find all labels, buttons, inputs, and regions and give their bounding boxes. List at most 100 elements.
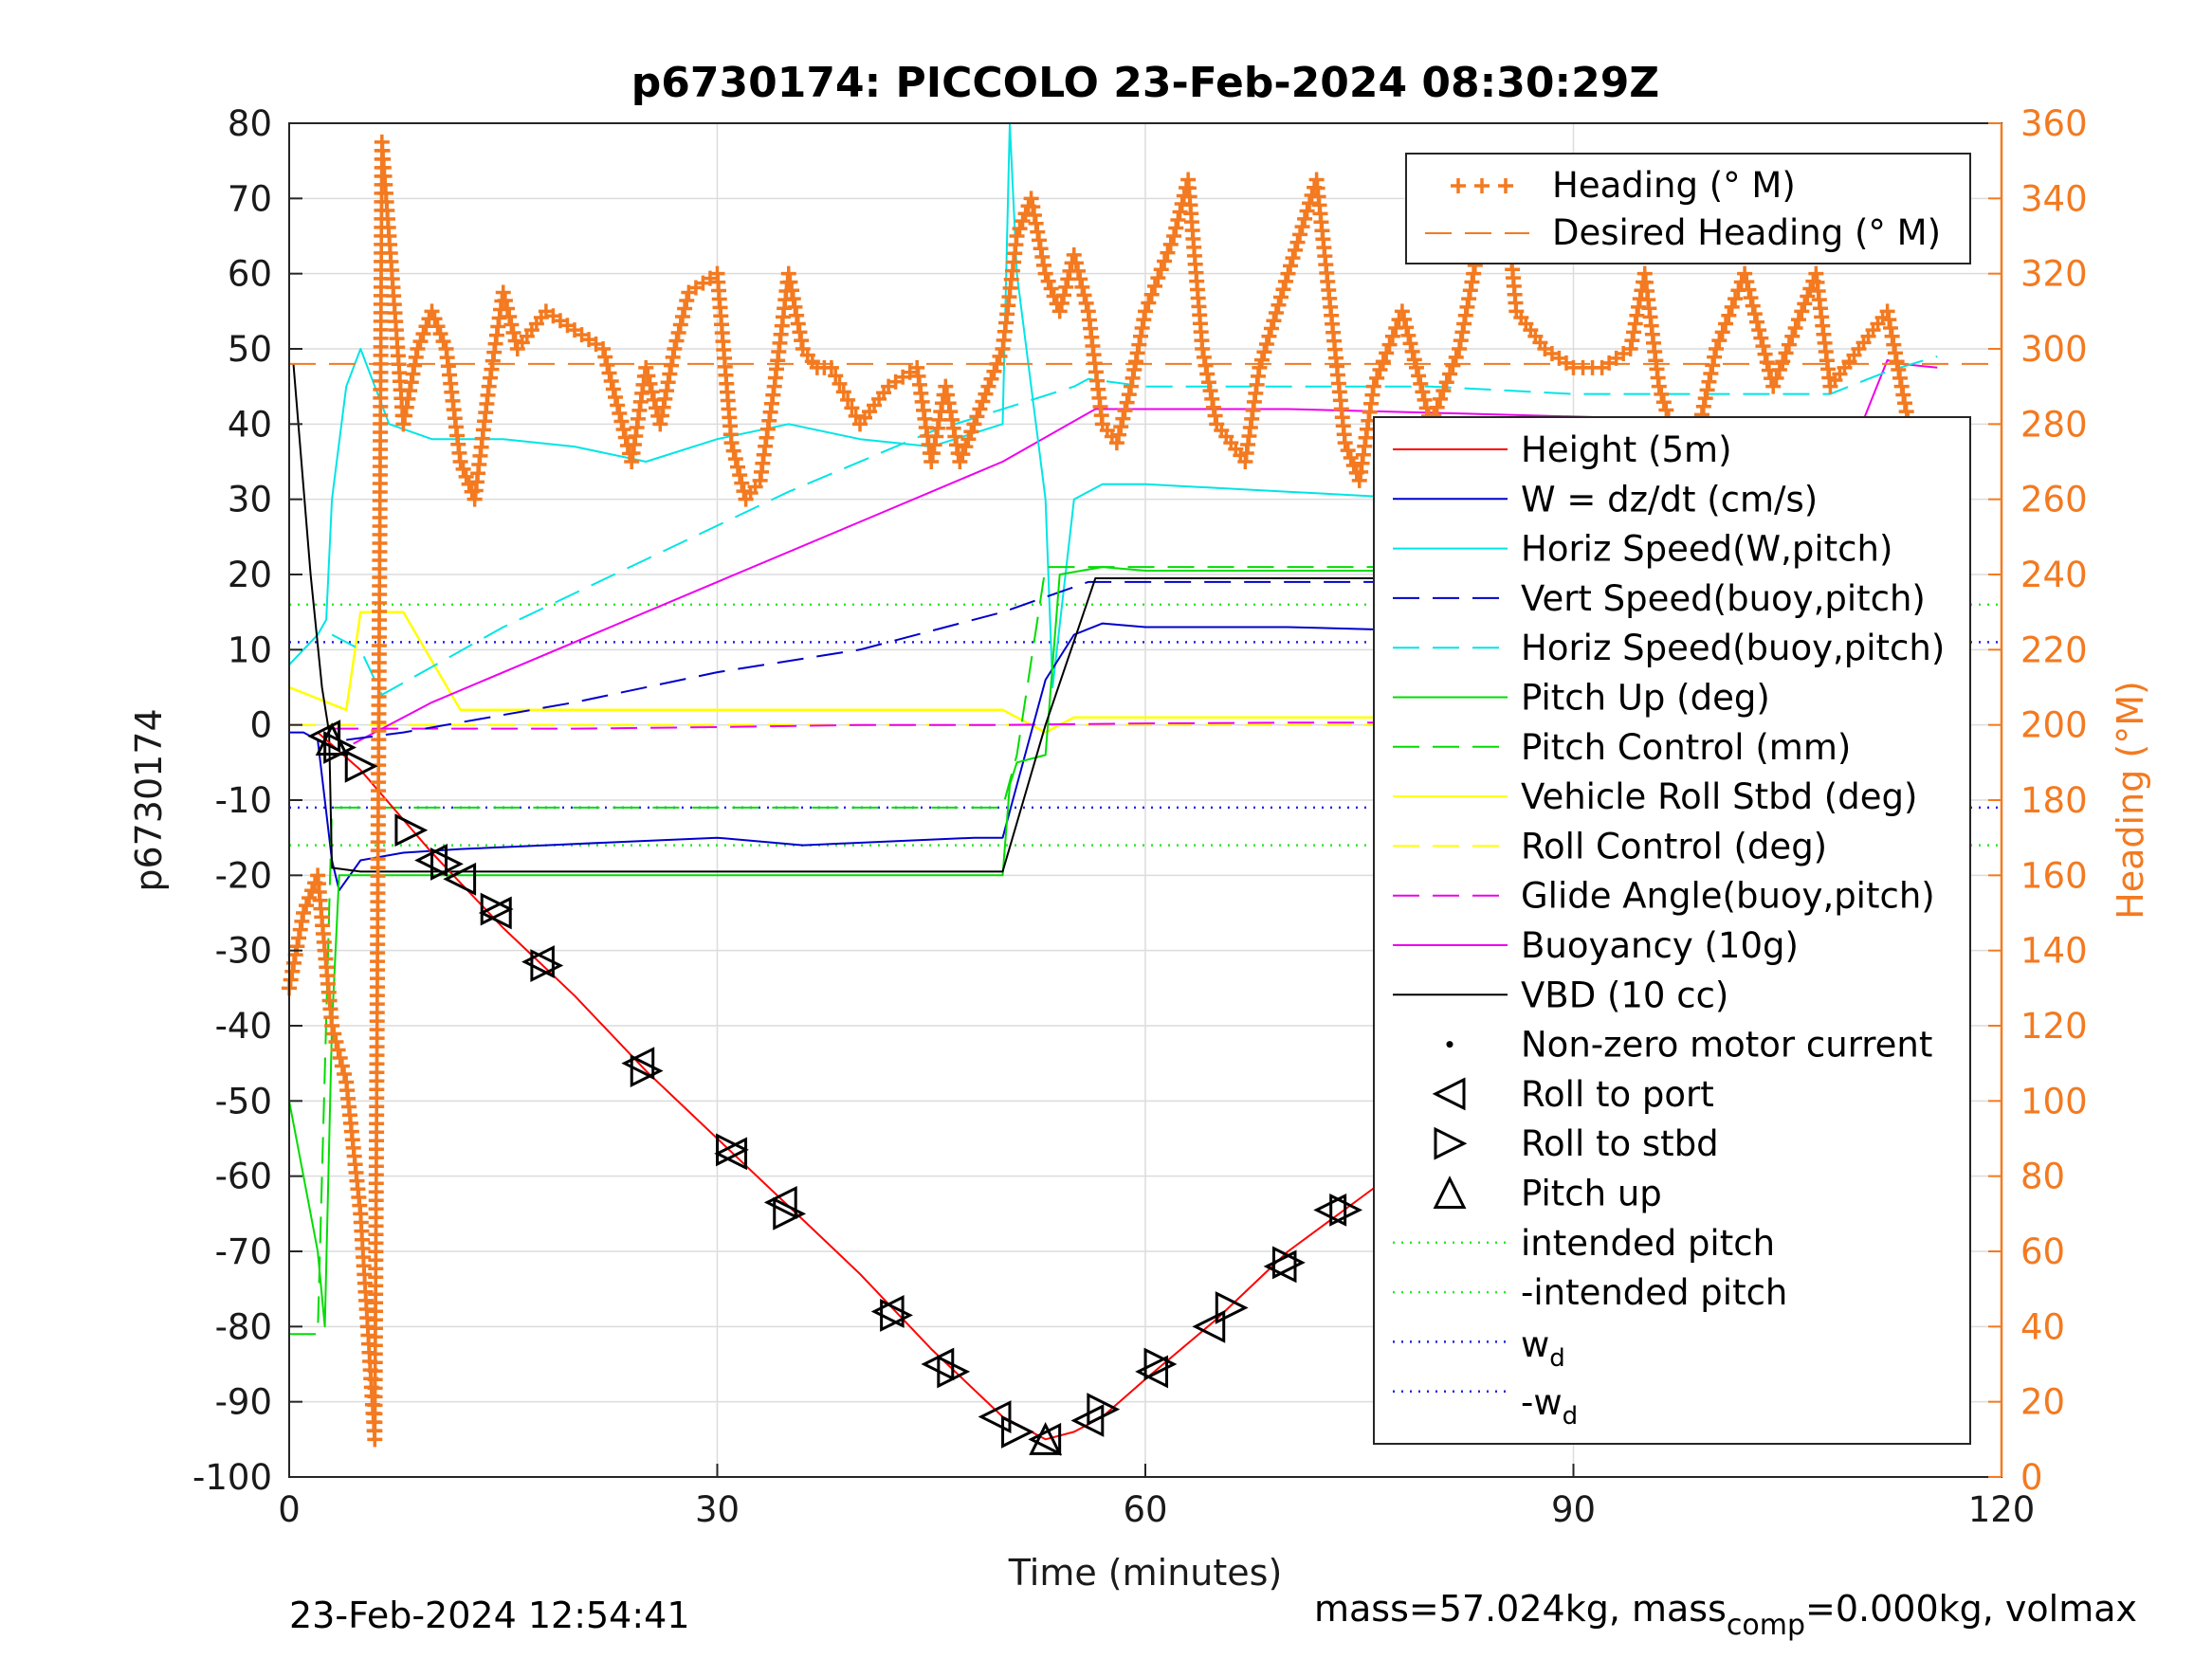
heading-point xyxy=(1166,228,1182,244)
heading-point xyxy=(1053,295,1069,311)
legend-label: Height (5m) xyxy=(1521,429,1732,470)
heading-point xyxy=(835,384,851,400)
heading-point xyxy=(1040,273,1056,289)
heading-point xyxy=(458,468,474,484)
y-tick-label: -20 xyxy=(215,855,272,896)
roll-to-stbd-marker xyxy=(1215,1291,1249,1324)
heading-point xyxy=(1784,328,1801,344)
heading-point xyxy=(597,349,613,365)
heading-point xyxy=(1404,343,1420,359)
legend-label: Glide Angle(buoy,pitch) xyxy=(1521,876,1935,917)
y-right-tick-label: 0 xyxy=(2020,1457,2043,1498)
heading-point xyxy=(1289,234,1306,250)
heading-point xyxy=(427,311,443,327)
heading-point xyxy=(986,363,1002,379)
heading-point xyxy=(848,408,864,424)
y-tick-label: -40 xyxy=(215,1006,272,1047)
heading-point xyxy=(644,384,660,400)
y-tick-label: 70 xyxy=(228,178,272,219)
y-tick-label: 10 xyxy=(228,629,272,670)
y-tick-label: -100 xyxy=(192,1457,272,1498)
heading-point xyxy=(844,400,860,416)
heading-point xyxy=(1438,374,1454,391)
heading-point xyxy=(1400,327,1417,343)
heading-point xyxy=(1408,359,1424,375)
heading-point xyxy=(1076,287,1092,303)
heading-point xyxy=(613,413,630,429)
heading-point xyxy=(1655,394,1672,410)
y-tick-label: -90 xyxy=(215,1382,272,1423)
heading-point xyxy=(1009,228,1025,244)
heading-point xyxy=(1337,435,1353,451)
heading-point xyxy=(608,390,623,405)
heading-point xyxy=(736,483,752,500)
heading-point xyxy=(1790,312,1806,328)
heading-point xyxy=(1113,419,1129,435)
heading-point xyxy=(1043,281,1059,297)
heading-point xyxy=(1749,314,1764,330)
legend-label: Roll Control (deg) xyxy=(1521,826,1827,866)
heading-point xyxy=(679,293,695,308)
roll-to-stbd-marker xyxy=(430,848,464,881)
heading-point xyxy=(1292,227,1308,243)
y-right-tick-label: 80 xyxy=(2020,1157,2065,1197)
legend-label: VBD (10 cc) xyxy=(1521,975,1728,1015)
heading-point xyxy=(1280,265,1296,282)
heading-point xyxy=(507,333,523,349)
legend-label: Roll to port xyxy=(1521,1074,1714,1115)
roll-to-port-marker xyxy=(1028,1422,1062,1456)
heading-point xyxy=(455,461,471,477)
heading-point xyxy=(328,1034,344,1049)
pitch-up-marker xyxy=(315,722,349,757)
heading-point xyxy=(670,325,686,340)
heading-point xyxy=(640,368,656,384)
heading-point xyxy=(1741,282,1757,298)
heading-point xyxy=(1415,384,1431,400)
heading-point xyxy=(1072,271,1088,287)
x-tick-label: 90 xyxy=(1551,1489,1596,1530)
heading-point xyxy=(725,443,741,459)
heading-point xyxy=(1709,341,1724,356)
heading-point xyxy=(1253,352,1270,368)
heading-point xyxy=(1138,303,1153,319)
heading-point xyxy=(1406,352,1422,368)
legend-lower: Height (5m) W = dz/dt (cm/s) Horiz Speed(W… xyxy=(1373,416,1971,1445)
heading-point xyxy=(502,309,518,324)
heading-point xyxy=(1302,195,1318,211)
heading-point xyxy=(1394,303,1410,319)
heading-point xyxy=(1119,394,1135,410)
roll-to-stbd-marker xyxy=(1001,1414,1034,1449)
legend-lower-labels: Height (5m) W = dz/dt (cm/s) Horiz Speed(W… xyxy=(1521,429,1945,1313)
heading-point xyxy=(983,371,999,387)
heading-point xyxy=(1794,303,1810,319)
heading-point xyxy=(1381,337,1398,353)
legend-label: Vert Speed(buoy,pitch) xyxy=(1521,578,1926,619)
heading-point xyxy=(1714,324,1730,340)
heading-point xyxy=(1277,273,1293,289)
heading-point xyxy=(1759,355,1775,371)
series-glide-angle-buoy-pitch xyxy=(332,721,1938,730)
heading-point xyxy=(727,451,743,467)
heading-point xyxy=(1433,391,1449,407)
legend-label: Horiz Speed(buoy,pitch) xyxy=(1521,628,1945,668)
heading-point xyxy=(337,1066,353,1082)
heading-point xyxy=(966,416,982,432)
heading-point xyxy=(955,447,971,463)
heading-point xyxy=(1108,435,1124,451)
legend-label: Horiz Speed(W,pitch) xyxy=(1521,529,1892,570)
roll-to-port-marker xyxy=(714,1137,748,1171)
heading-point xyxy=(1413,375,1429,392)
heading-point xyxy=(1117,403,1133,419)
y-right-tick-label: 200 xyxy=(2020,705,2088,746)
heading-point xyxy=(992,348,1008,364)
y-tick-label: 40 xyxy=(228,404,272,445)
heading-point xyxy=(1261,328,1277,344)
heading-point xyxy=(500,301,516,317)
legend-label: Non-zero motor current xyxy=(1521,1025,1932,1066)
y-right-tick-label: 140 xyxy=(2020,931,2088,972)
roll-to-stbd-marker xyxy=(480,892,514,926)
heading-point xyxy=(1751,322,1767,338)
heading-point xyxy=(1429,399,1445,415)
y-tick-label: -10 xyxy=(215,780,272,821)
y-right-tick-label: 220 xyxy=(2020,629,2088,670)
